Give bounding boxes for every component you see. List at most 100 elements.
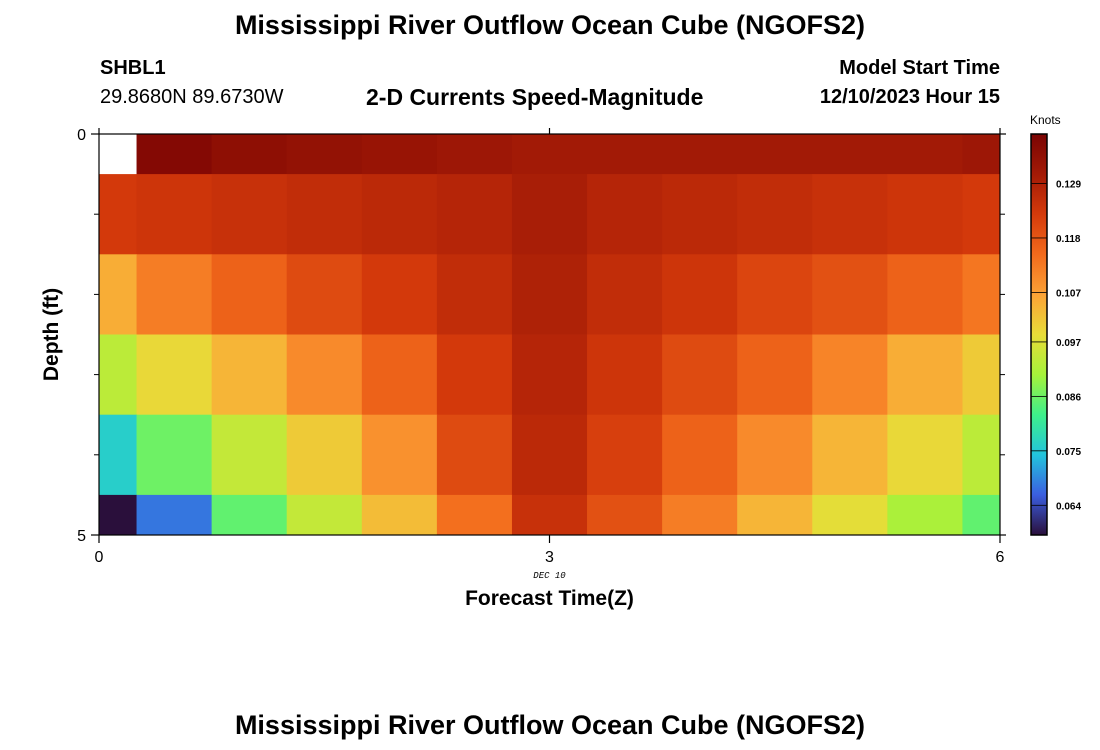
station-coordinates: 29.8680N 89.6730W [100,86,284,108]
heatmap-cell [587,254,663,335]
heatmap-cell [962,494,1001,536]
x-tick-label: 3 [545,549,554,566]
heatmap-cell [136,134,213,175]
heatmap-cell [99,134,138,175]
heatmap-cell [361,494,438,536]
heatmap-cell [511,414,588,496]
heatmap-cell [211,134,288,175]
heatmap-cell [136,254,213,335]
heatmap-cell [662,134,738,175]
heatmap-cell [361,254,438,335]
heatmap-cell [361,174,438,255]
model-start-value: 12/10/2023 Hour 15 [819,86,1000,108]
heatmap-cell [436,134,513,175]
heatmap-cell [737,494,813,536]
heatmap-cell [511,134,588,175]
y-tick-label: 0 [77,127,86,144]
colorbar-tick-label: 0.075 [1056,447,1081,458]
heatmap-cell [361,414,438,496]
x-tick-label: 0 [95,549,104,566]
colorbar-title: Knots [1030,113,1061,127]
colorbar-tick-label: 0.064 [1056,501,1081,512]
heatmap-cell [662,414,738,496]
heatmap-cell [587,414,663,496]
heatmap-cell [136,334,213,416]
heatmap-cell [887,494,963,536]
x-axis-label: Forecast Time(Z) [465,587,634,610]
colorbar-tick-label: 0.129 [1056,180,1081,191]
heatmap-cell [211,254,288,335]
colorbar-tick-label: 0.118 [1056,234,1081,245]
heatmap-cell [737,134,813,175]
heatmap-cell [511,254,588,335]
heatmap-cell [812,494,888,536]
heatmap-cell [812,334,888,416]
colorbar-tick-label: 0.097 [1056,338,1081,349]
heatmap-cells [99,134,1001,536]
heatmap-cell [211,414,288,496]
heatmap-cell [99,174,138,255]
heatmap-cell [662,334,738,416]
heatmap-cell [662,494,738,536]
heatmap-cell [286,174,363,255]
heatmap-cell [962,254,1001,335]
heatmap-cell [286,414,363,496]
heatmap-cell [962,174,1001,255]
heatmap-cell [737,254,813,335]
heatmap-cell [662,174,738,255]
heatmap-cell [211,174,288,255]
heatmap-cell [436,254,513,335]
heatmap-cell [962,334,1001,416]
heatmap-cell [737,414,813,496]
chart-title-top: Mississippi River Outflow Ocean Cube (NG… [234,10,866,40]
heatmap-cell [436,174,513,255]
heatmap-cell [812,134,888,175]
heatmap-cell [812,414,888,496]
y-axis-label: Depth (ft) [40,288,63,381]
y-tick-label: 5 [77,528,86,545]
heatmap-cell [286,134,363,175]
station-id: SHBL1 [100,57,166,79]
heatmap-cell [962,134,1001,175]
heatmap-cell [136,494,213,536]
chart-subtitle: 2-D Currents Speed-Magnitude [366,84,704,110]
heatmap-cell [286,254,363,335]
heatmap-cell [962,414,1001,496]
colorbar-tick-label: 0.086 [1056,392,1081,403]
heatmap-cell [361,334,438,416]
heatmap-cell [436,334,513,416]
heatmap-cell [887,174,963,255]
heatmap-cell [211,494,288,536]
heatmap-cell [887,334,963,416]
model-start-label: Model Start Time [839,57,1000,79]
heatmap-cell [587,134,663,175]
colorbar-tick-label: 0.107 [1056,288,1081,299]
heatmap-cell [887,414,963,496]
heatmap-cell [436,414,513,496]
heatmap-cell [436,494,513,536]
heatmap-cell [511,174,588,255]
heatmap-cell [99,414,138,496]
heatmap-cell [99,254,138,335]
heatmap-cell [587,334,663,416]
heatmap-cell [737,334,813,416]
colorbar-ticks: 0.064 0.075 0.086 0.097 0.107 0.118 0.129 [1031,180,1081,512]
heatmap-cell [286,494,363,536]
heatmap-cell [136,414,213,496]
heatmap-cell [511,494,588,536]
heatmap-cell [812,254,888,335]
chart-title-bottom: Mississippi River Outflow Ocean Cube (NG… [234,710,866,740]
heatmap-cell [587,174,663,255]
heatmap-cell [887,134,963,175]
heatmap-cell [511,334,588,416]
heatmap-cell [99,494,138,536]
heatmap-cell [887,254,963,335]
x-axis-date-label: DEC 10 [533,571,566,581]
heatmap-cell [211,334,288,416]
heatmap-cell [361,134,438,175]
heatmap-cell [662,254,738,335]
heatmap-cell [99,334,138,416]
heatmap-cell [812,174,888,255]
colorbar [1030,133,1048,536]
